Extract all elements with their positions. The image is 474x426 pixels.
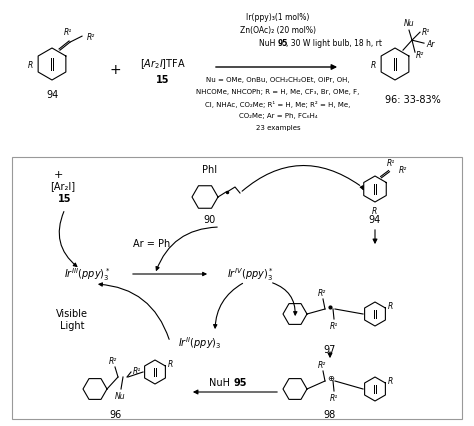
Text: Cl, NHAc, CO₂Me; R¹ = H, Me; R² = H, Me,: Cl, NHAc, CO₂Me; R¹ = H, Me; R² = H, Me, [205,100,351,107]
Text: PhI: PhI [202,164,218,175]
Text: R²: R² [87,32,95,42]
Text: 15: 15 [156,75,170,85]
Text: Nu = OMe, OnBu, OCH₂CH₂OEt, OiPr, OH,: Nu = OMe, OnBu, OCH₂CH₂OEt, OiPr, OH, [206,77,350,83]
Text: 15: 15 [58,193,72,204]
Text: R²: R² [416,51,424,60]
Text: Zn(OAc)₂ (20 mol%): Zn(OAc)₂ (20 mol%) [240,26,316,35]
Text: 94: 94 [369,215,381,225]
Text: Visible
Light: Visible Light [56,308,88,330]
Text: 95: 95 [233,377,246,387]
Text: $Ir^{II}(ppy)_3$: $Ir^{II}(ppy)_3$ [178,334,222,350]
FancyArrowPatch shape [273,283,297,315]
Text: 96: 33-83%: 96: 33-83% [385,95,441,105]
Text: R²: R² [318,288,326,297]
Text: 90: 90 [204,215,216,225]
Text: 98: 98 [324,409,336,419]
Text: R: R [371,60,376,69]
Text: Ir(ppy)₃(1 mol%): Ir(ppy)₃(1 mol%) [246,14,310,23]
Text: +: + [109,63,121,77]
Text: R¹: R¹ [386,158,395,167]
Text: 23 examples: 23 examples [255,125,301,131]
Text: Nu: Nu [115,391,125,400]
Text: , 30 W light bulb, 18 h, rt: , 30 W light bulb, 18 h, rt [286,40,382,49]
Text: R¹: R¹ [422,28,430,37]
Text: $\oplus$: $\oplus$ [327,374,335,383]
FancyArrowPatch shape [214,284,243,328]
Text: 94: 94 [46,90,58,100]
Text: $Ir^{III}(ppy)_3^*$: $Ir^{III}(ppy)_3^*$ [64,266,110,283]
Text: 95: 95 [278,40,288,49]
Text: +: + [53,170,63,180]
FancyBboxPatch shape [12,158,462,419]
FancyArrowPatch shape [156,227,217,271]
Text: R: R [387,302,392,311]
Text: [Ar₂I]: [Ar₂I] [50,181,75,190]
FancyArrowPatch shape [59,212,77,267]
Text: R²: R² [109,356,117,365]
Text: R²: R² [399,166,407,175]
Text: NHCOMe, NHCOPh; R = H, Me, CF₃, Br, OMe, F,: NHCOMe, NHCOPh; R = H, Me, CF₃, Br, OMe,… [196,89,360,95]
Text: R²: R² [318,360,326,369]
FancyArrowPatch shape [242,166,360,192]
Text: R¹: R¹ [330,321,338,330]
Text: Ar = Ph: Ar = Ph [133,239,171,248]
Text: CO₂Me; Ar = Ph, FC₆H₄: CO₂Me; Ar = Ph, FC₆H₄ [239,113,317,119]
Text: R: R [28,60,33,69]
Text: NuH: NuH [209,377,233,387]
Text: R: R [387,377,392,386]
Text: $[Ar_2I]$TFA: $[Ar_2I]$TFA [140,57,186,71]
Text: R¹: R¹ [330,393,338,402]
Text: Nu: Nu [404,19,414,28]
Text: R: R [167,360,173,368]
Text: R: R [371,207,377,216]
FancyArrowPatch shape [133,273,206,276]
Text: R¹: R¹ [64,28,72,37]
Text: R¹: R¹ [133,367,141,376]
Text: Ar: Ar [426,40,434,49]
FancyArrowPatch shape [360,186,364,190]
Text: 97: 97 [324,344,336,354]
Text: NuH: NuH [259,40,278,49]
Text: $Ir^{IV}(ppy)_3^*$: $Ir^{IV}(ppy)_3^*$ [227,266,273,283]
FancyArrowPatch shape [99,283,169,340]
Text: 96: 96 [109,409,121,419]
